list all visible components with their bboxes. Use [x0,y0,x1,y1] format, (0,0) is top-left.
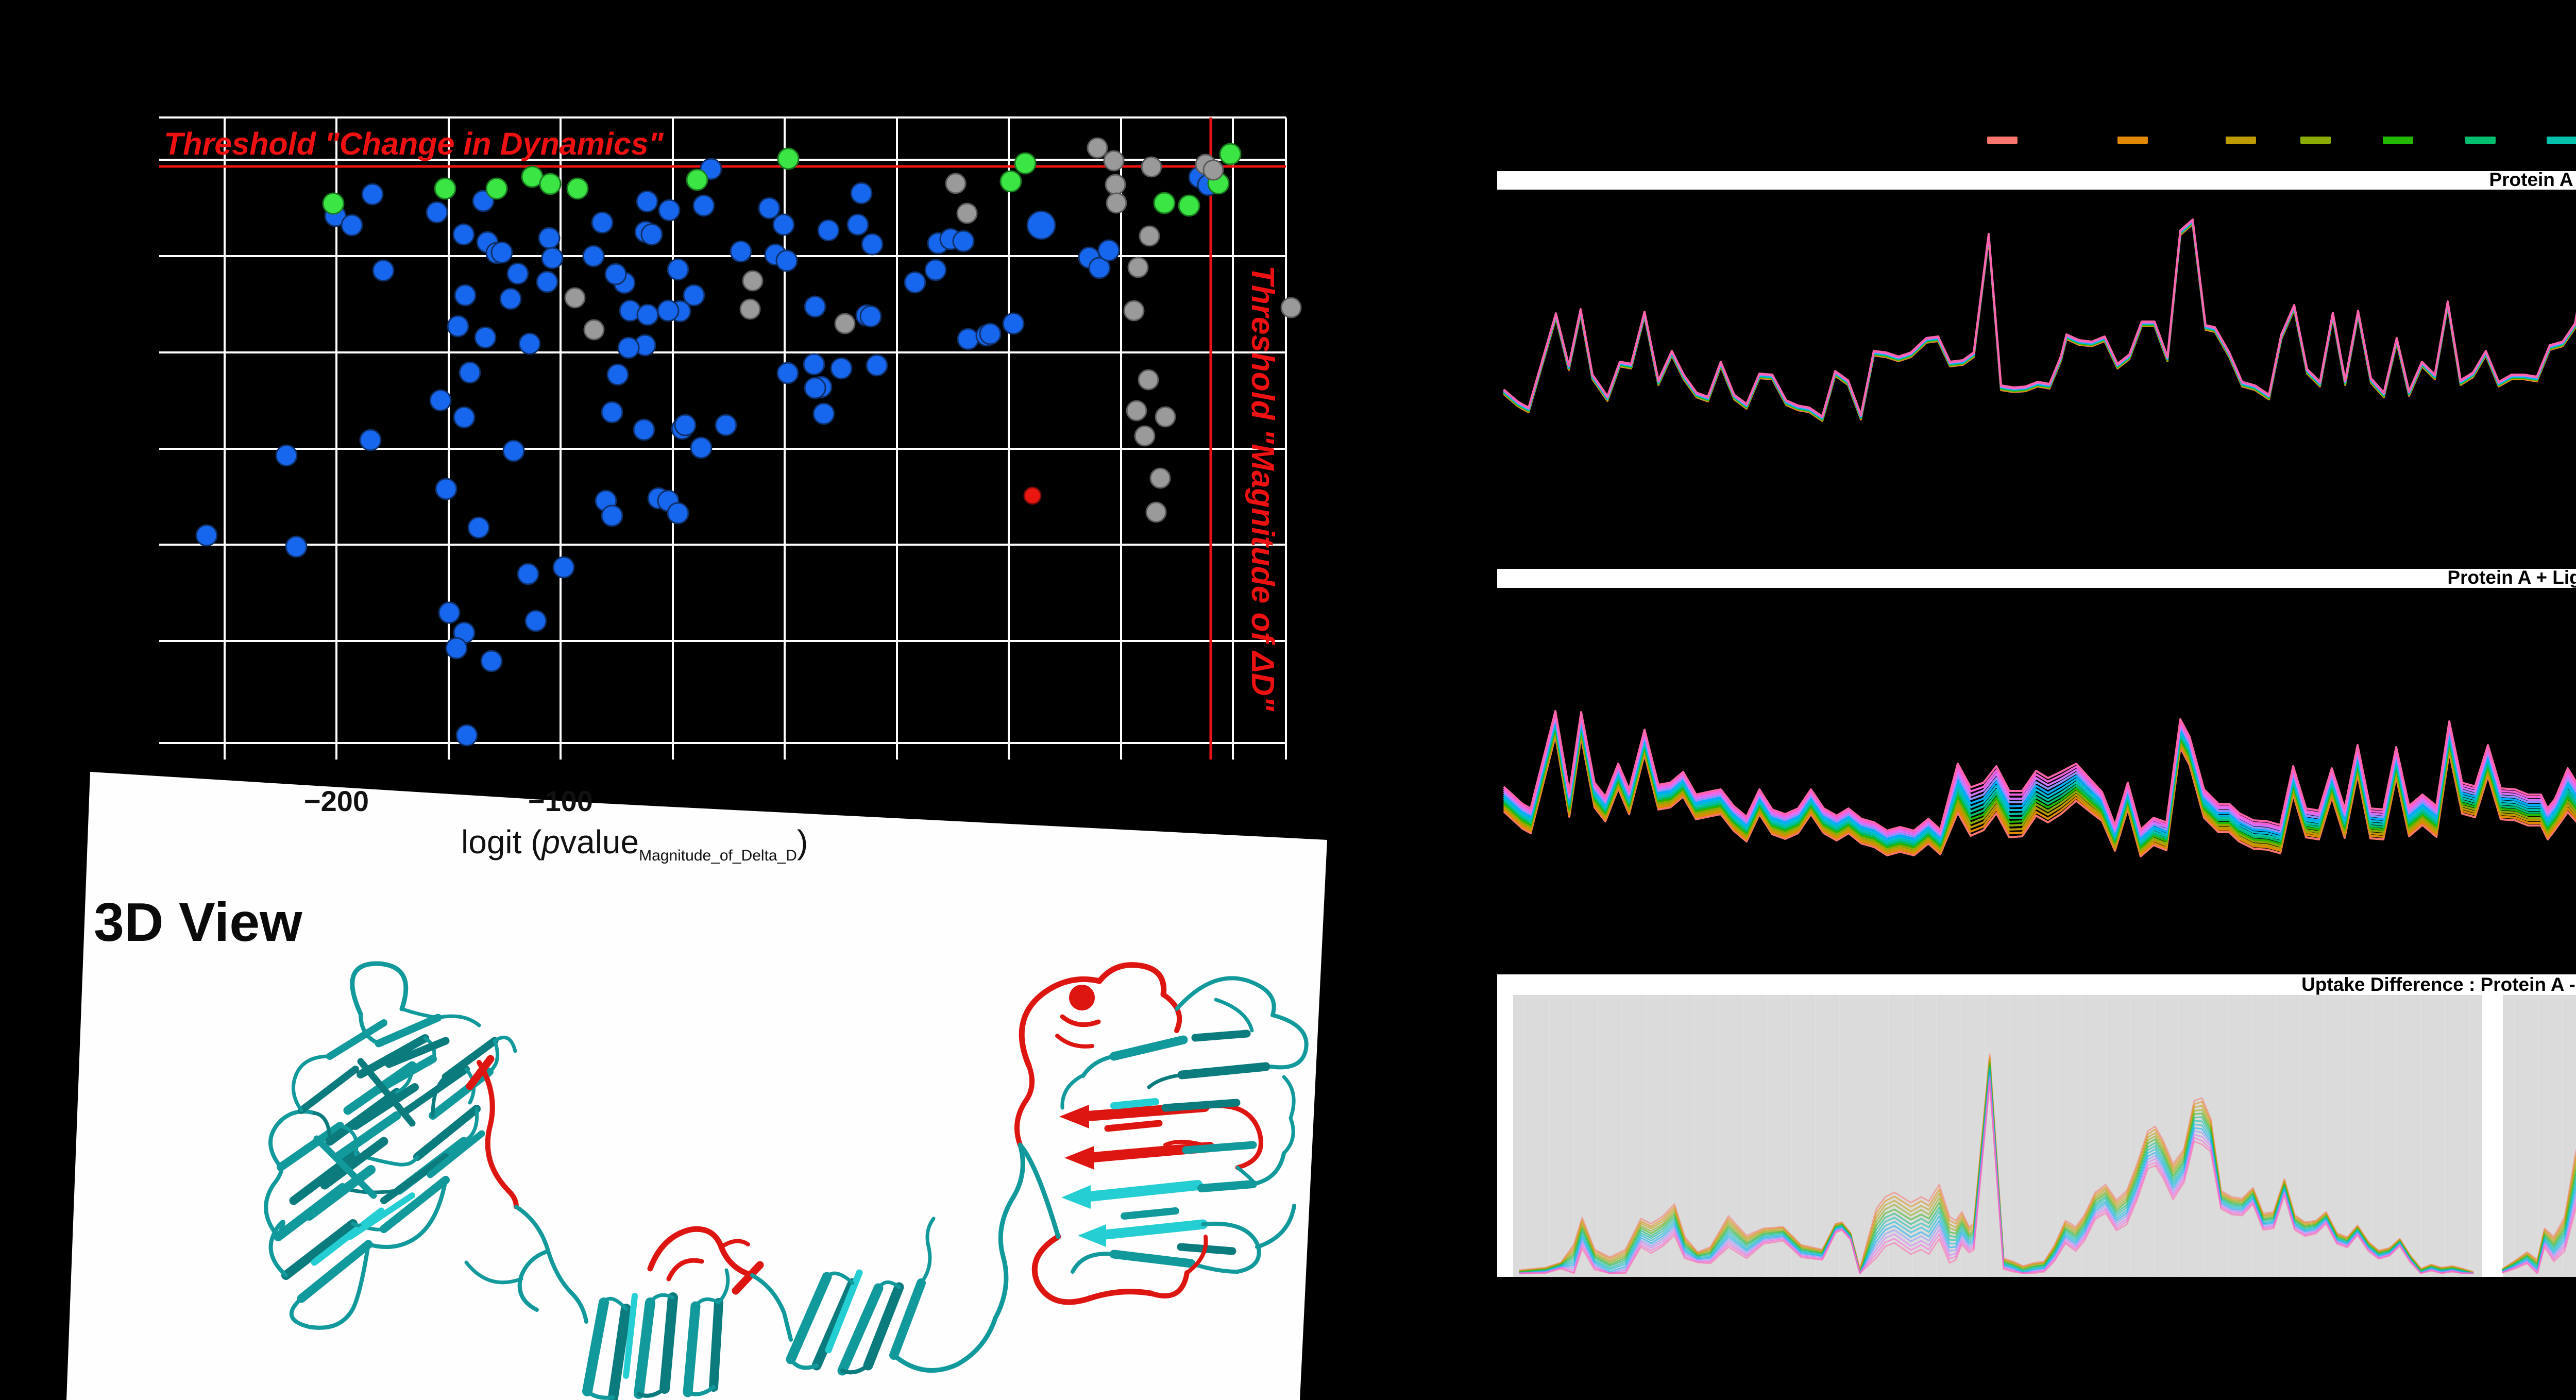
svg-text:Protein A + Ligand: Protein A + Ligand [2447,567,2576,588]
svg-text:3D View: 3D View [94,892,302,953]
svg-text:Threshold "Magnitude of ΔD": Threshold "Magnitude of ΔD" [1245,265,1280,712]
svg-text:Threshold "Change in Dynamics": Threshold "Change in Dynamics" [164,126,664,161]
svg-text:Protein A: Protein A [2489,169,2573,190]
svg-text:Uptake Difference : Protein A: Uptake Difference : Protein A - (Protein… [2301,974,2576,995]
svg-text:−200: −200 [304,785,369,817]
svg-text:−100: −100 [528,785,593,817]
